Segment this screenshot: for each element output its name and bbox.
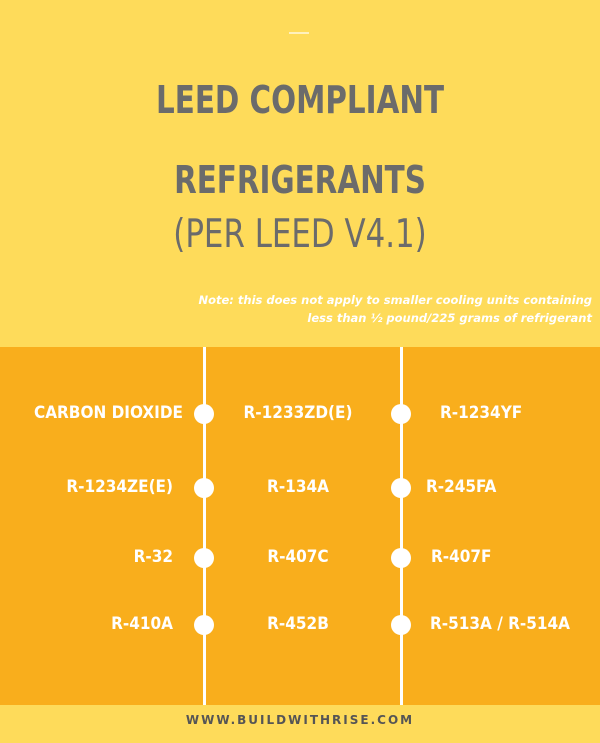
- refrigerant-item: R-134A: [267, 477, 329, 497]
- divider-dot: [391, 615, 411, 635]
- footer-url: WWW.BUILDWITHRISE.COM: [185, 713, 415, 727]
- page-title-line-2: REFRIGERANTS: [174, 158, 426, 202]
- refrigerant-item: R-32: [133, 547, 173, 567]
- refrigerant-item: CARBON DIOXIDE: [33, 403, 183, 423]
- column-divider-1: [203, 347, 206, 705]
- refrigerant-item: R-245FA: [426, 477, 497, 497]
- page-subtitle: (PER LEED V4.1): [173, 212, 427, 257]
- refrigerant-grid: CARBON DIOXIDE R-1234ZE(E) R-32 R-410A R…: [0, 347, 600, 705]
- divider-dot: [391, 548, 411, 568]
- refrigerant-item: R-452B: [267, 614, 329, 634]
- column-divider-2: [400, 347, 403, 705]
- divider-dot: [194, 615, 214, 635]
- refrigerant-item: R-1234ZE(E): [66, 477, 173, 497]
- divider-dot: [194, 478, 214, 498]
- refrigerant-item: R-1233ZD(E): [243, 403, 353, 423]
- note-text: Note: this does not apply to smaller coo…: [152, 291, 592, 327]
- refrigerant-item: R-407C: [267, 547, 329, 567]
- refrigerant-item: R-407F: [431, 547, 492, 567]
- note-line-2: less than ½ pound/225 grams of refrigera…: [307, 311, 592, 325]
- note-line-1: Note: this does not apply to smaller coo…: [198, 293, 592, 307]
- refrigerant-item: R-513A / R-514A: [430, 614, 571, 634]
- page-title-line-1: LEED COMPLIANT: [155, 78, 445, 122]
- header-section: LEED COMPLIANT REFRIGERANTS (PER LEED V4…: [0, 0, 600, 336]
- divider-dot: [194, 404, 214, 424]
- divider-dot: [391, 404, 411, 424]
- refrigerant-item: R-410A: [111, 614, 173, 634]
- decorative-dash: [289, 32, 309, 34]
- divider-dot: [391, 478, 411, 498]
- refrigerant-item: R-1234YF: [440, 403, 523, 423]
- divider-dot: [194, 548, 214, 568]
